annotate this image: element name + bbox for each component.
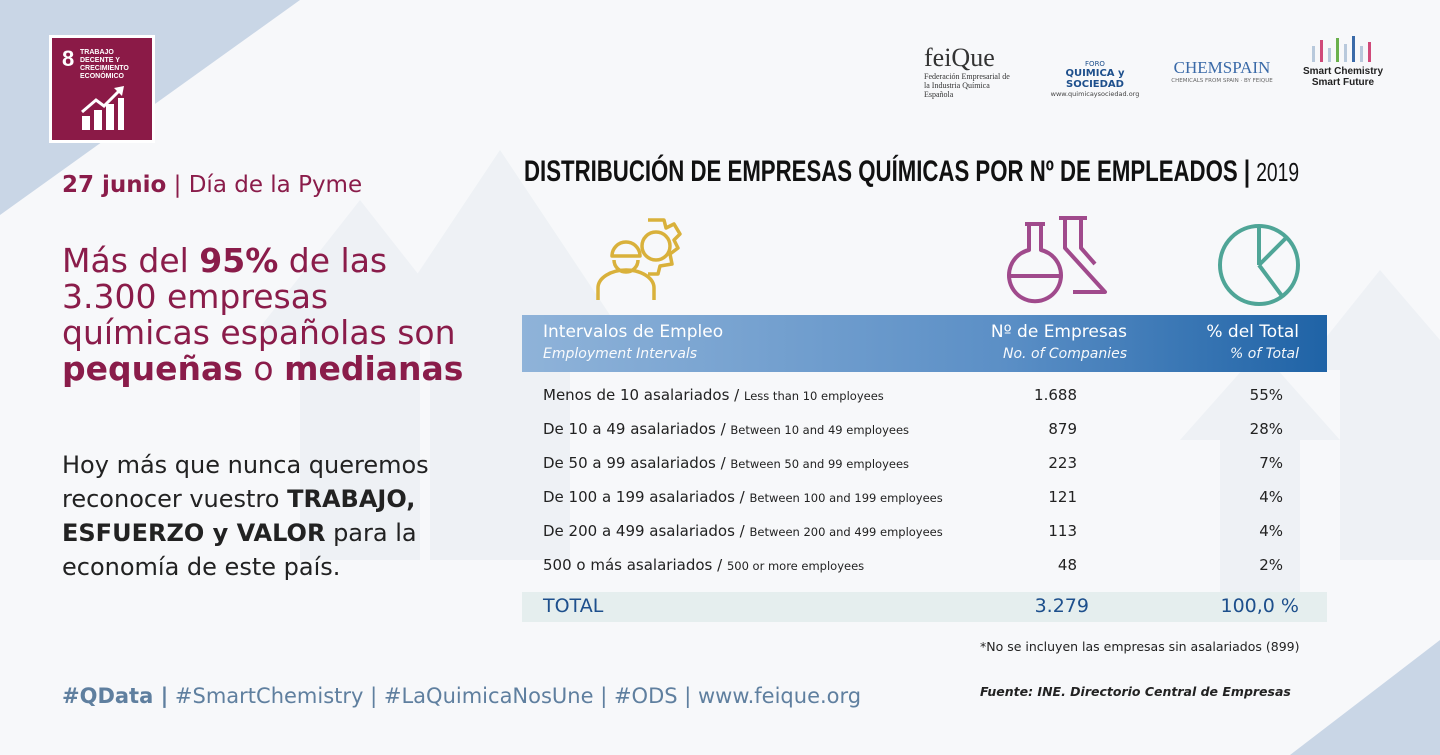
logo-caption: Federación Empresarial de la Industria Q…: [924, 72, 1010, 99]
text: de las 3.300 empresas químicas españolas…: [62, 241, 456, 352]
corner-shape: [1290, 640, 1440, 755]
table-row: De 50 a 99 asalariados / Between 50 and …: [522, 446, 1327, 480]
interval-es: De 50 a 99 asalariados /: [543, 454, 726, 472]
interval: De 10 a 49 asalariados / Between 10 and …: [543, 420, 909, 438]
header-en: No. of Companies: [1003, 346, 1127, 362]
bold-text: medianas: [284, 349, 464, 388]
text: o: [242, 349, 285, 388]
header-es: % del Total: [1206, 322, 1299, 342]
interval: 500 o más asalariados / 500 or more empl…: [543, 556, 864, 574]
logo-name: feiQue: [924, 43, 995, 72]
bold-text: 95%: [199, 241, 279, 280]
interval-en: Between 100 and 199 employees: [749, 491, 943, 505]
table-row: 500 o más asalariados / 500 or more empl…: [522, 548, 1327, 582]
interval-en: Less than 10 employees: [744, 389, 884, 403]
table-header: Intervalos de Empleo Employment Intervals…: [522, 315, 1327, 372]
interval-en: Between 50 and 99 employees: [730, 457, 910, 471]
header-en: Employment Intervals: [543, 346, 698, 362]
percent: 28%: [1249, 420, 1283, 438]
logo-name: Smart Chemistry Smart Future: [1302, 66, 1384, 88]
table-row: De 10 a 49 asalariados / Between 10 and …: [522, 412, 1327, 446]
logo-caption: CHEMICALS FROM SPAIN · BY FEIQUE: [1171, 78, 1273, 84]
feique-logo: feiQue Federación Empresarial de la Indu…: [924, 43, 1016, 100]
interval-en: Between 200 and 499 employees: [749, 525, 943, 539]
text: para la economía de este país.: [62, 519, 417, 581]
text: Hoy más que nunca queremos reconocer vue…: [62, 451, 429, 513]
percent: 2%: [1259, 556, 1283, 574]
percent: 4%: [1259, 488, 1283, 506]
sdg-badge: 8 TRABAJO DECENTE Y CRECIMIENTO ECONÓMIC…: [49, 35, 155, 143]
logo-top: FORO: [1085, 60, 1105, 68]
logo-name: QUIMICA y SOCIEDAD: [1065, 68, 1125, 90]
interval-es: De 100 a 199 asalariados /: [543, 488, 745, 506]
table-title: DISTRIBUCIÓN DE EMPRESAS QUÍMICAS POR Nº…: [524, 155, 1299, 189]
companies: 223: [1048, 454, 1077, 472]
logo-url: www.quimicaysociedad.org: [1050, 90, 1140, 98]
headline: Más del 95% de las 3.300 empresas químic…: [62, 243, 482, 387]
interval: De 100 a 199 asalariados / Between 100 a…: [543, 488, 943, 506]
header-es: Intervalos de Empleo: [543, 322, 724, 342]
flask-icon: [1007, 216, 1107, 304]
event: Día de la Pyme: [188, 172, 363, 198]
interval-es: De 10 a 49 asalariados /: [543, 420, 726, 438]
header-cell: Nº de Empresas No. of Companies: [991, 321, 1127, 365]
percent: 7%: [1259, 454, 1283, 472]
interval-es: De 200 a 499 asalariados /: [543, 522, 745, 540]
source: Fuente: INE. Directorio Central de Empre…: [980, 684, 1291, 699]
header-es: Nº de Empresas: [990, 322, 1127, 342]
table-row: De 200 a 499 asalariados / Between 200 a…: [522, 514, 1327, 548]
interval: Menos de 10 asalariados / Less than 10 e…: [543, 386, 884, 404]
logo-name: CHEMSPAIN: [1173, 58, 1271, 77]
header-en: % of Total: [1229, 346, 1299, 362]
pie-icon: [1218, 224, 1300, 306]
interval: De 50 a 99 asalariados / Between 50 and …: [543, 454, 909, 472]
companies: 121: [1048, 488, 1077, 506]
bold-text: #QData |: [62, 684, 169, 708]
companies: 48: [1057, 556, 1077, 574]
interval-en: Between 10 and 49 employees: [730, 423, 910, 437]
year: 2019: [1256, 157, 1300, 187]
interval-es: 500 o más asalariados /: [543, 556, 723, 574]
percent: 55%: [1249, 386, 1283, 404]
smart-bars: [1312, 36, 1371, 62]
text: #SmartChemistry | #LaQuimicaNosUne | #OD…: [168, 684, 862, 708]
hashtags: #QData | #SmartChemistry | #LaQuimicaNos…: [62, 684, 861, 708]
date-line: 27 junio | Día de la Pyme: [62, 172, 362, 198]
sdg-title: TRABAJO DECENTE Y CRECIMIENTO ECONÓMICO: [80, 49, 129, 80]
bold-text: pequeñas: [62, 349, 243, 388]
worker-icon: [596, 218, 682, 300]
total-percent: 100,0 %: [1220, 595, 1300, 617]
separator: |: [173, 172, 182, 198]
bold-text: TRABAJO, ESFUERZO y VALOR: [62, 485, 416, 547]
text: Más del: [62, 241, 200, 280]
separator: |: [1243, 155, 1251, 188]
date: 27 junio: [62, 172, 167, 198]
title: DISTRIBUCIÓN DE EMPRESAS QUÍMICAS POR Nº…: [524, 155, 1238, 188]
companies: 879: [1048, 420, 1077, 438]
foro-logo: FORO QUIMICA y SOCIEDAD www.quimicaysoci…: [1040, 46, 1150, 98]
sdg-number: 8: [62, 46, 75, 71]
interval: De 200 a 499 asalariados / Between 200 a…: [543, 522, 943, 540]
sdg-icon: [81, 86, 124, 130]
companies: 113: [1048, 522, 1077, 540]
table-row: De 100 a 199 asalariados / Between 100 a…: [522, 480, 1327, 514]
table-row: Menos de 10 asalariados / Less than 10 e…: [522, 378, 1327, 412]
arrow-shapes: [250, 150, 1440, 600]
header-cell: Intervalos de Empleo Employment Intervals: [543, 321, 723, 365]
interval-es: Menos de 10 asalariados /: [543, 386, 740, 404]
note: *No se incluyen las empresas sin asalari…: [980, 639, 1300, 654]
total-companies: 3.279: [1034, 595, 1089, 617]
smart-logo: Smart Chemistry Smart Future: [1300, 36, 1386, 88]
total-row: TOTAL 3.279 100,0 %: [522, 592, 1327, 622]
companies: 1.688: [1034, 386, 1077, 404]
percent: 4%: [1259, 522, 1283, 540]
header-cell: % del Total % of Total: [1206, 321, 1299, 365]
interval-en: 500 or more employees: [726, 559, 865, 573]
total-label: TOTAL: [543, 595, 604, 617]
body-text: Hoy más que nunca queremos reconocer vue…: [62, 448, 452, 584]
chemspain-logo: CHEMSPAIN CHEMICALS FROM SPAIN · BY FEIQ…: [1163, 58, 1281, 84]
